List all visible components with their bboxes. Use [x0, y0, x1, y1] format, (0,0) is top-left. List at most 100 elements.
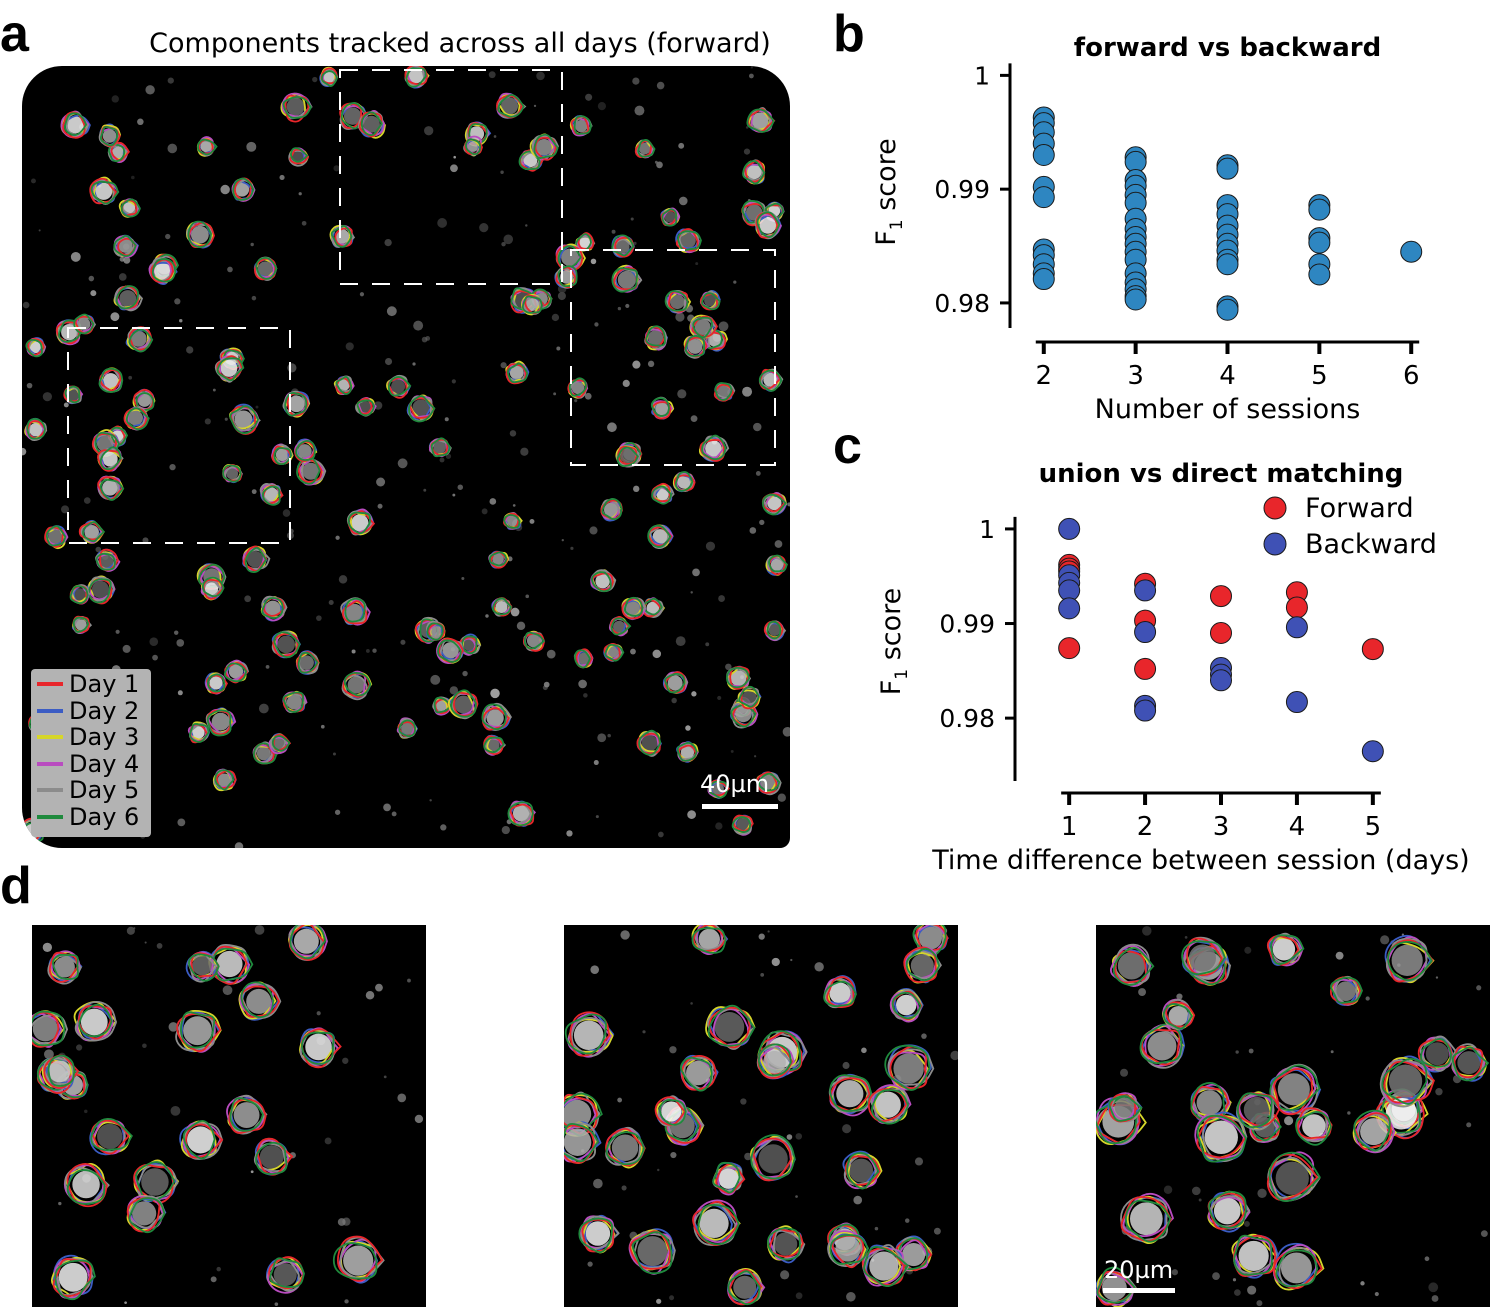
- background-speckle: [690, 591, 693, 594]
- background-speckle: [298, 192, 302, 196]
- background-speckle: [439, 457, 445, 463]
- cell-contour: [863, 1246, 909, 1287]
- cell-body: [288, 395, 305, 413]
- background-speckle: [167, 143, 178, 154]
- cell-body: [54, 956, 75, 978]
- cell-body: [611, 1134, 639, 1161]
- background-speckle: [316, 615, 322, 621]
- background-speckle: [168, 1022, 179, 1032]
- background-speckle: [375, 983, 383, 992]
- background-speckle: [430, 674, 441, 685]
- y-tick-label: 0.99: [934, 175, 990, 204]
- cell-contour: [64, 112, 88, 136]
- cell-contour: [133, 1164, 174, 1204]
- background-speckle: [733, 280, 737, 284]
- cell-contour: [69, 585, 89, 605]
- tracked-cell: [41, 1054, 80, 1090]
- cell-body: [525, 297, 539, 311]
- cell-contour: [713, 383, 735, 402]
- cell-body: [607, 646, 620, 658]
- cell-contour: [290, 147, 309, 163]
- cell-body: [75, 619, 87, 631]
- data-point: [1361, 740, 1384, 763]
- cell-body: [687, 339, 703, 354]
- cell-contour: [66, 1169, 106, 1205]
- background-speckle: [1401, 933, 1405, 936]
- background-speckle: [365, 649, 370, 653]
- background-speckle: [657, 831, 664, 838]
- cell-contour: [255, 1141, 288, 1175]
- background-speckle: [76, 1044, 83, 1051]
- tracked-cell: [903, 946, 942, 984]
- background-speckle: [1284, 1116, 1294, 1126]
- cell-body: [575, 119, 588, 133]
- cell-body: [625, 601, 641, 616]
- background-speckle: [742, 386, 753, 397]
- background-speckle: [1431, 1295, 1439, 1302]
- y-tick-label: 0.98: [934, 289, 990, 318]
- cell-contour: [1114, 950, 1147, 984]
- cell-contour: [387, 376, 412, 397]
- background-speckle: [536, 71, 545, 81]
- cell-contour: [488, 551, 508, 567]
- cell-body: [1360, 1118, 1388, 1146]
- background-speckle: [1347, 1111, 1351, 1115]
- tracked-cell: [699, 290, 721, 311]
- tracked-cell: [689, 314, 718, 339]
- cell-contour: [492, 597, 513, 616]
- background-speckle: [265, 665, 270, 669]
- cell-body: [183, 1016, 212, 1046]
- cell-body: [487, 738, 500, 752]
- cell-contour: [426, 622, 444, 641]
- tracked-cell: [567, 377, 589, 399]
- background-speckle: [718, 321, 729, 332]
- background-speckle: [481, 508, 488, 515]
- cell-body: [1204, 1120, 1238, 1154]
- cell-body: [1196, 1090, 1222, 1116]
- background-speckle: [488, 71, 496, 79]
- background-speckle: [234, 842, 244, 848]
- background-speckle: [60, 505, 70, 514]
- cell-contour: [756, 211, 781, 238]
- cell-contour: [224, 662, 249, 684]
- cell-contour: [465, 138, 482, 156]
- cell-body: [48, 1060, 71, 1083]
- cell-contour: [405, 67, 427, 88]
- cell-contour: [1420, 1038, 1453, 1068]
- cell-body: [763, 372, 778, 387]
- legend-swatch: [37, 708, 63, 713]
- cell-contour: [335, 376, 353, 395]
- tracked-cell: [132, 388, 156, 413]
- cell-contour: [701, 292, 721, 311]
- tracked-cell: [1139, 1023, 1186, 1069]
- background-speckle: [131, 175, 135, 180]
- background-speckle: [137, 118, 144, 126]
- cell-body: [1277, 1073, 1310, 1106]
- cell-contour: [581, 1218, 615, 1253]
- cell-body: [648, 330, 664, 346]
- cell-body: [401, 722, 414, 735]
- background-speckle: [173, 630, 179, 635]
- background-speckle: [597, 102, 607, 111]
- cell-contour: [1451, 1046, 1490, 1082]
- cell-contour: [398, 719, 417, 738]
- background-speckle: [227, 266, 233, 273]
- data-point: [1032, 186, 1055, 209]
- tracked-cell: [73, 313, 97, 335]
- cell-body: [302, 462, 320, 480]
- cell-contour: [288, 925, 322, 961]
- tracked-cell: [340, 597, 371, 626]
- data-point: [1032, 144, 1055, 167]
- tracked-cell: [746, 107, 776, 133]
- background-speckle: [861, 1047, 867, 1054]
- background-speckle: [1244, 1221, 1250, 1227]
- cell-contour: [450, 689, 477, 718]
- background-speckle: [874, 1226, 879, 1231]
- tracked-cell: [523, 630, 546, 652]
- x-tick-label: 2: [1036, 361, 1053, 391]
- cell-body: [58, 1262, 88, 1292]
- background-speckle: [1374, 1291, 1379, 1297]
- cell-contour: [232, 177, 255, 201]
- cell-body: [1213, 1197, 1241, 1225]
- background-speckle: [83, 497, 91, 504]
